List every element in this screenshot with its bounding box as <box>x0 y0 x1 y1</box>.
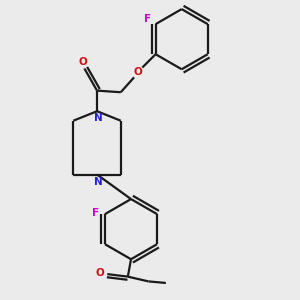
Text: F: F <box>92 208 99 218</box>
Text: N: N <box>94 176 102 187</box>
Text: O: O <box>78 56 87 67</box>
Text: O: O <box>134 67 142 76</box>
Text: N: N <box>94 113 102 123</box>
Text: F: F <box>144 14 151 24</box>
Text: O: O <box>96 268 105 278</box>
